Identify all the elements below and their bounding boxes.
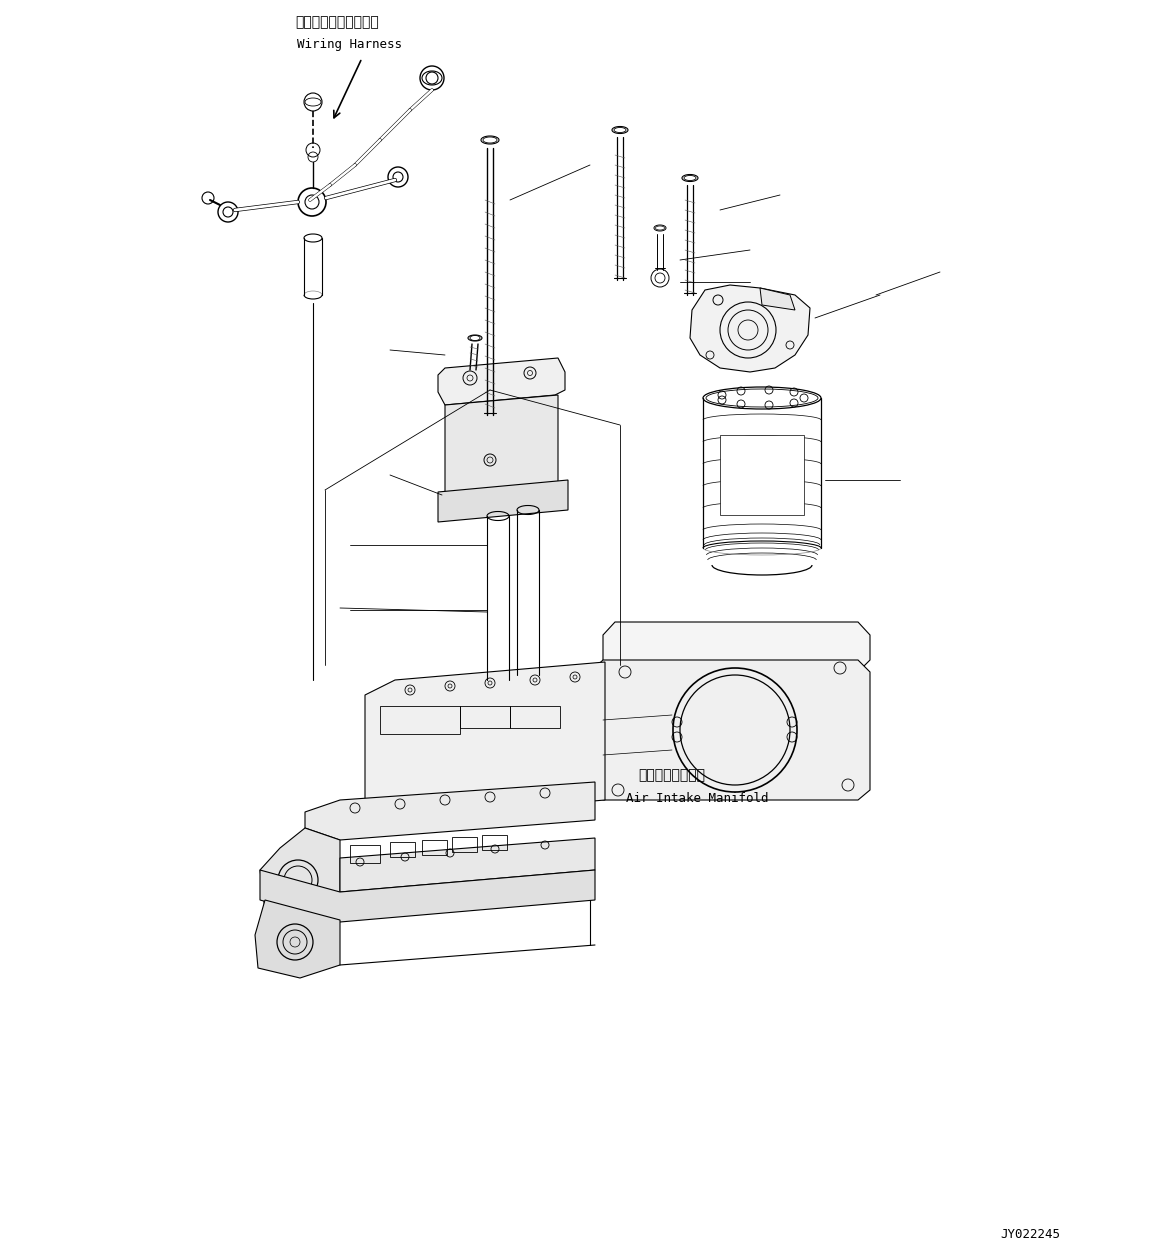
- Polygon shape: [445, 395, 558, 510]
- Polygon shape: [340, 838, 595, 892]
- Polygon shape: [438, 479, 568, 522]
- Bar: [452, 837, 477, 852]
- Bar: [482, 835, 507, 850]
- Polygon shape: [590, 660, 870, 799]
- Text: 吸気マニホールド: 吸気マニホールド: [638, 768, 705, 782]
- Polygon shape: [364, 661, 605, 818]
- Polygon shape: [438, 358, 565, 405]
- Text: ワイヤリングハーネス: ワイヤリングハーネス: [296, 15, 378, 29]
- Bar: [510, 707, 559, 728]
- Polygon shape: [760, 287, 795, 310]
- Bar: [390, 842, 415, 857]
- Polygon shape: [260, 870, 595, 922]
- Polygon shape: [305, 782, 595, 840]
- Polygon shape: [260, 828, 340, 917]
- Polygon shape: [690, 285, 809, 371]
- Bar: [422, 840, 447, 855]
- Polygon shape: [255, 900, 340, 978]
- Bar: [719, 435, 804, 515]
- Text: Wiring Harness: Wiring Harness: [297, 38, 402, 51]
- Text: JY022245: JY022245: [1000, 1227, 1061, 1241]
- Bar: [380, 707, 460, 734]
- Bar: [350, 845, 380, 863]
- Polygon shape: [603, 622, 870, 671]
- Bar: [460, 707, 510, 728]
- Text: Air Intake Manifold: Air Intake Manifold: [626, 792, 769, 804]
